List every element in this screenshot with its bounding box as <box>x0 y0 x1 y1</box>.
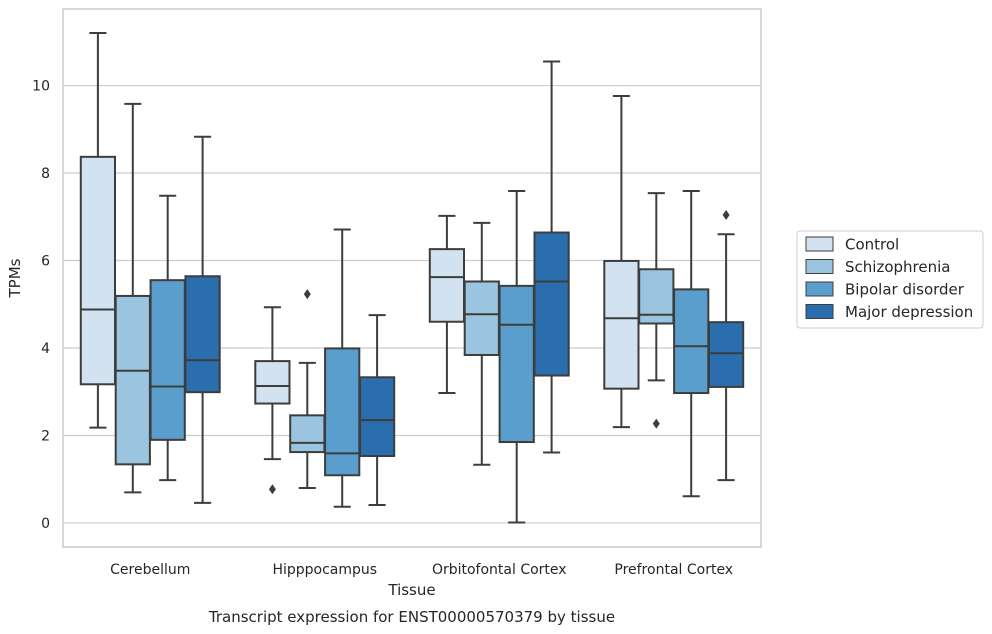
box-control <box>603 95 640 429</box>
box-major-depression <box>358 314 396 507</box>
box-iqr <box>254 360 291 405</box>
legend-label: Bipolar disorder <box>845 281 965 299</box>
legend-swatch <box>805 304 834 319</box>
box-schizophrenia <box>463 221 500 466</box>
y-tick-labels: 0 2 4 6 8 10 <box>32 79 50 532</box>
y-tick-label: 4 <box>41 341 50 357</box>
legend-frame <box>796 230 984 329</box>
box-iqr <box>289 414 326 454</box>
box-iqr <box>114 294 151 466</box>
box-series <box>79 32 745 524</box>
y-tick-label: 6 <box>41 254 50 270</box>
outlier-point <box>303 289 311 300</box>
x-tick-label: Cerebellum <box>110 562 190 578</box>
box-iqr <box>673 288 710 395</box>
y-tick-label: 8 <box>41 166 50 182</box>
chart-title: Transcript expression for ENST0000057037… <box>208 608 615 626</box>
y-tick-label: 2 <box>41 428 50 444</box>
box-iqr <box>463 280 500 356</box>
plot-frame <box>62 8 762 548</box>
box-major-depression <box>533 60 570 454</box>
box-major-depression <box>707 210 745 482</box>
box-bipolar-disorder <box>324 228 361 508</box>
box-iqr <box>603 259 640 390</box>
box-iqr <box>498 284 535 444</box>
box-control <box>79 32 117 429</box>
outlier-point <box>652 418 660 429</box>
box-control <box>254 306 291 495</box>
x-tick-labels: Cerebellum Hipppocampus Orbitofontal Corte… <box>110 562 733 578</box>
box-iqr <box>149 279 186 441</box>
x-tick-label: Prefrontal Cortex <box>614 562 733 578</box>
legend-label: Major depression <box>845 303 973 321</box>
box-control <box>428 214 466 395</box>
box-schizophrenia <box>114 102 151 494</box>
box-iqr <box>324 347 361 477</box>
x-tick-label: Hipppocampus <box>272 562 377 578</box>
legend: Control Schizophrenia Bipolar disorder Majo… <box>796 230 984 329</box>
outlier-point <box>722 210 730 221</box>
legend-label: Schizophrenia <box>845 258 950 276</box>
box-iqr <box>79 155 117 386</box>
outlier-point <box>268 484 276 495</box>
x-axis-label: Tissue <box>387 581 435 599</box>
x-tick-label: Orbitofontal Cortex <box>432 562 567 578</box>
box-major-depression <box>184 135 221 504</box>
legend-swatch <box>805 281 834 297</box>
box-iqr <box>707 321 745 388</box>
box-iqr <box>428 248 466 323</box>
box-iqr <box>533 231 570 377</box>
box-schizophrenia <box>638 192 675 429</box>
y-axis-label: TPMs <box>6 258 24 298</box>
y-tick-label: 0 <box>41 516 50 532</box>
box-iqr <box>184 275 221 394</box>
box-bipolar-disorder <box>673 189 710 498</box>
legend-swatch <box>805 259 834 274</box>
box-bipolar-disorder <box>498 189 535 524</box>
legend-swatch <box>805 236 834 252</box>
y-tick-label: 10 <box>32 79 50 95</box>
box-iqr <box>358 376 396 458</box>
legend-label: Control <box>845 236 899 254</box>
